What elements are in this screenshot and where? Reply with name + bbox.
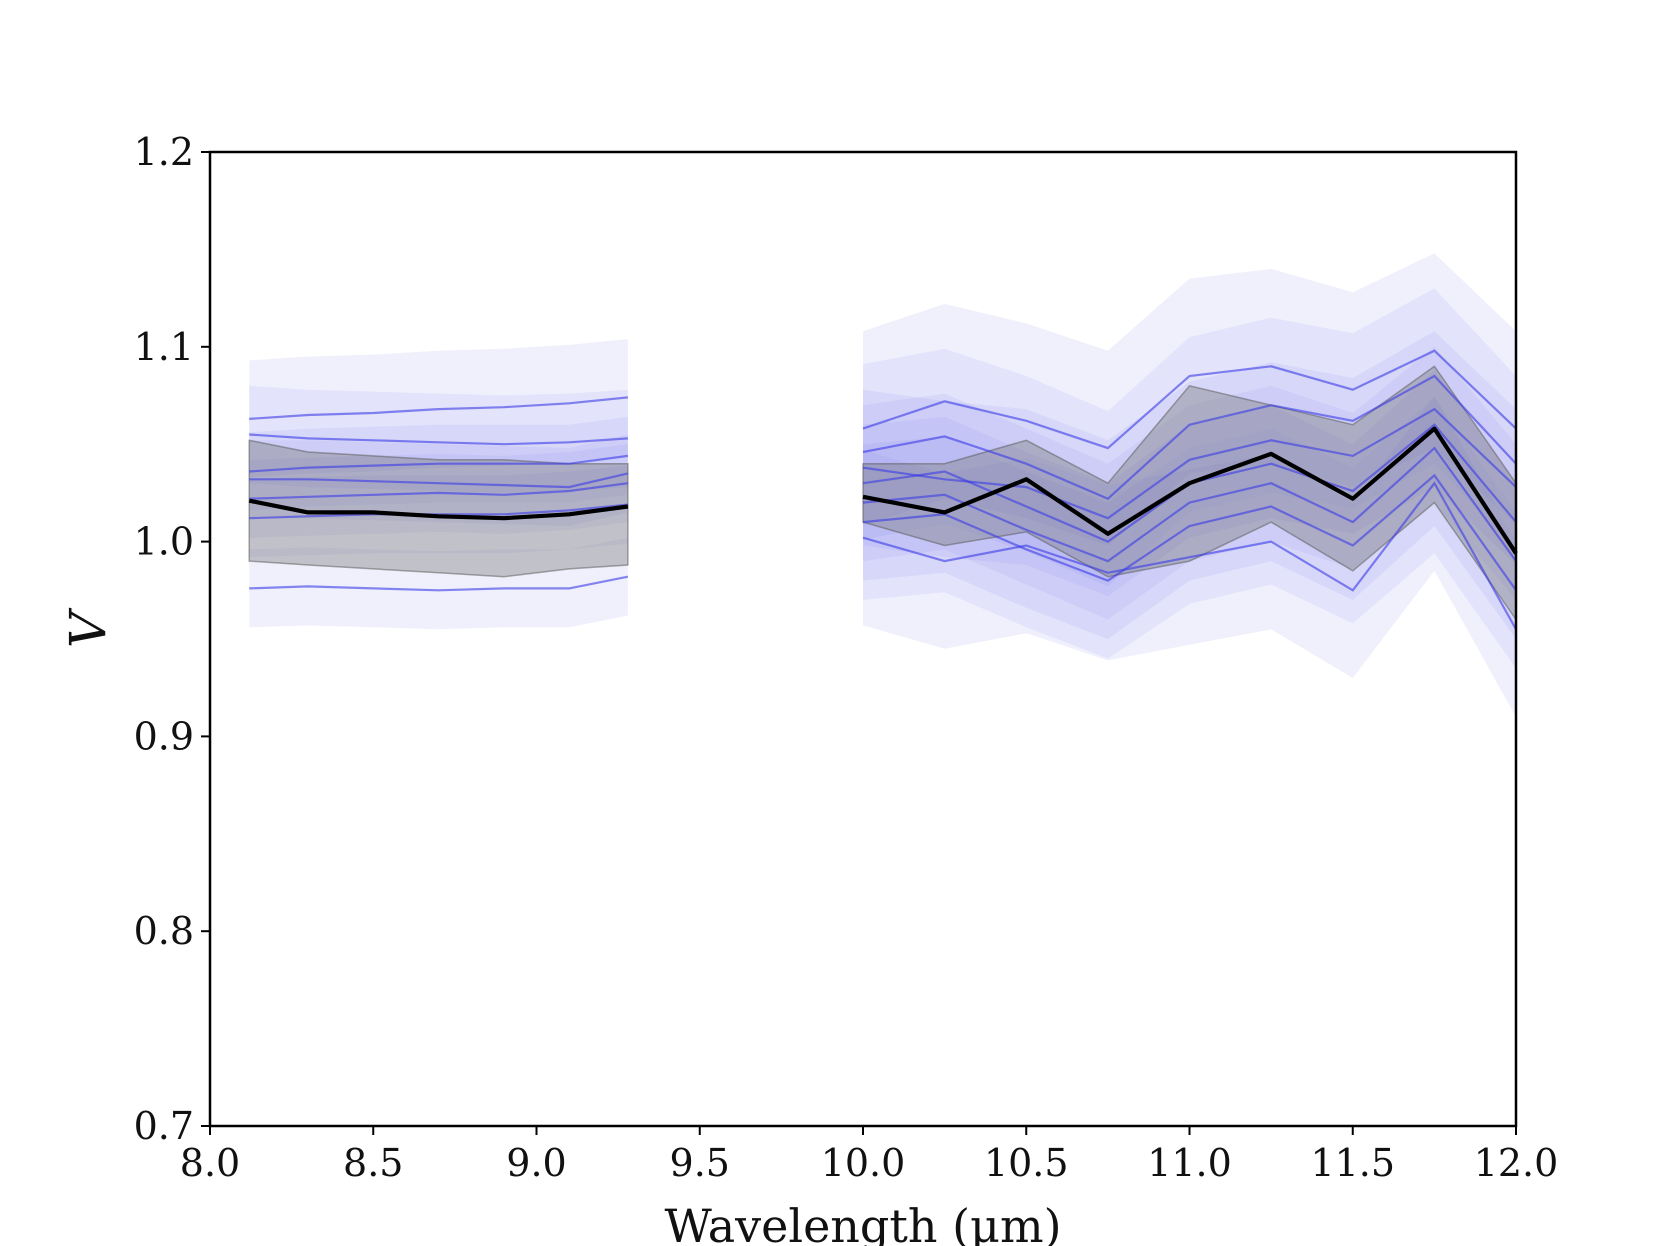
series-band-1-seg2 (863, 253, 1516, 546)
y-tick-label: 0.8 (134, 909, 194, 953)
series-line-1-seg2 (862, 349, 1517, 450)
series-band-6-seg2 (863, 397, 1516, 669)
series-band-4-seg1 (249, 434, 628, 526)
x-tick-label: 8.5 (343, 1141, 403, 1185)
series-line-5-seg2 (862, 446, 1517, 563)
mean-line-seg1 (248, 498, 629, 521)
axis-ticks: 8.0 8.5 9.0 9.5 10.0 10.5 11.0 11.5 12.0 0.7 0.8 0.… (134, 130, 1559, 1185)
series-line-2-seg2 (862, 374, 1517, 500)
x-tick-label: 11.5 (1310, 1141, 1395, 1185)
x-tick-label: 10.5 (984, 1141, 1069, 1185)
y-tick-label: 0.7 (134, 1104, 194, 1148)
series-line-1-seg1 (249, 396, 629, 420)
y-tick-label: 1.1 (134, 325, 194, 369)
series-line-5-seg1 (249, 482, 629, 500)
series-band-7-seg1 (249, 537, 628, 630)
x-tick-label: 9.5 (670, 1141, 730, 1185)
series-line-6-seg2 (862, 473, 1517, 591)
y-tick-label: 1.0 (134, 520, 194, 564)
series-line-7-seg2 (862, 481, 1517, 630)
series-band-2-seg2 (863, 288, 1516, 587)
x-tick-label: 8.0 (180, 1141, 240, 1185)
y-axis-label: V (59, 607, 117, 648)
x-tick-label: 12.0 (1474, 1141, 1559, 1185)
plot-area (248, 253, 1518, 717)
series-line-7-seg1 (249, 575, 629, 592)
series-band-6-seg1 (249, 465, 628, 558)
x-tick-label: 11.0 (1147, 1141, 1232, 1185)
mean-band-seg1 (248, 439, 629, 578)
series-line-3-seg2 (862, 407, 1517, 520)
x-axis-label: Wavelength (μm) (664, 1199, 1061, 1246)
y-tick-label: 0.9 (134, 714, 194, 758)
plot-frame (208, 150, 1518, 1128)
x-tick-label: 10.0 (821, 1141, 906, 1185)
series-line-2-seg1 (249, 433, 628, 446)
mean-line-seg2 (862, 426, 1518, 555)
series-band-5-seg2 (863, 370, 1516, 639)
series-line-4-seg1 (249, 472, 629, 489)
y-tick-label: 1.2 (134, 130, 194, 174)
x-tick-label: 9.0 (506, 1141, 566, 1185)
series-line-3-seg1 (249, 454, 629, 473)
